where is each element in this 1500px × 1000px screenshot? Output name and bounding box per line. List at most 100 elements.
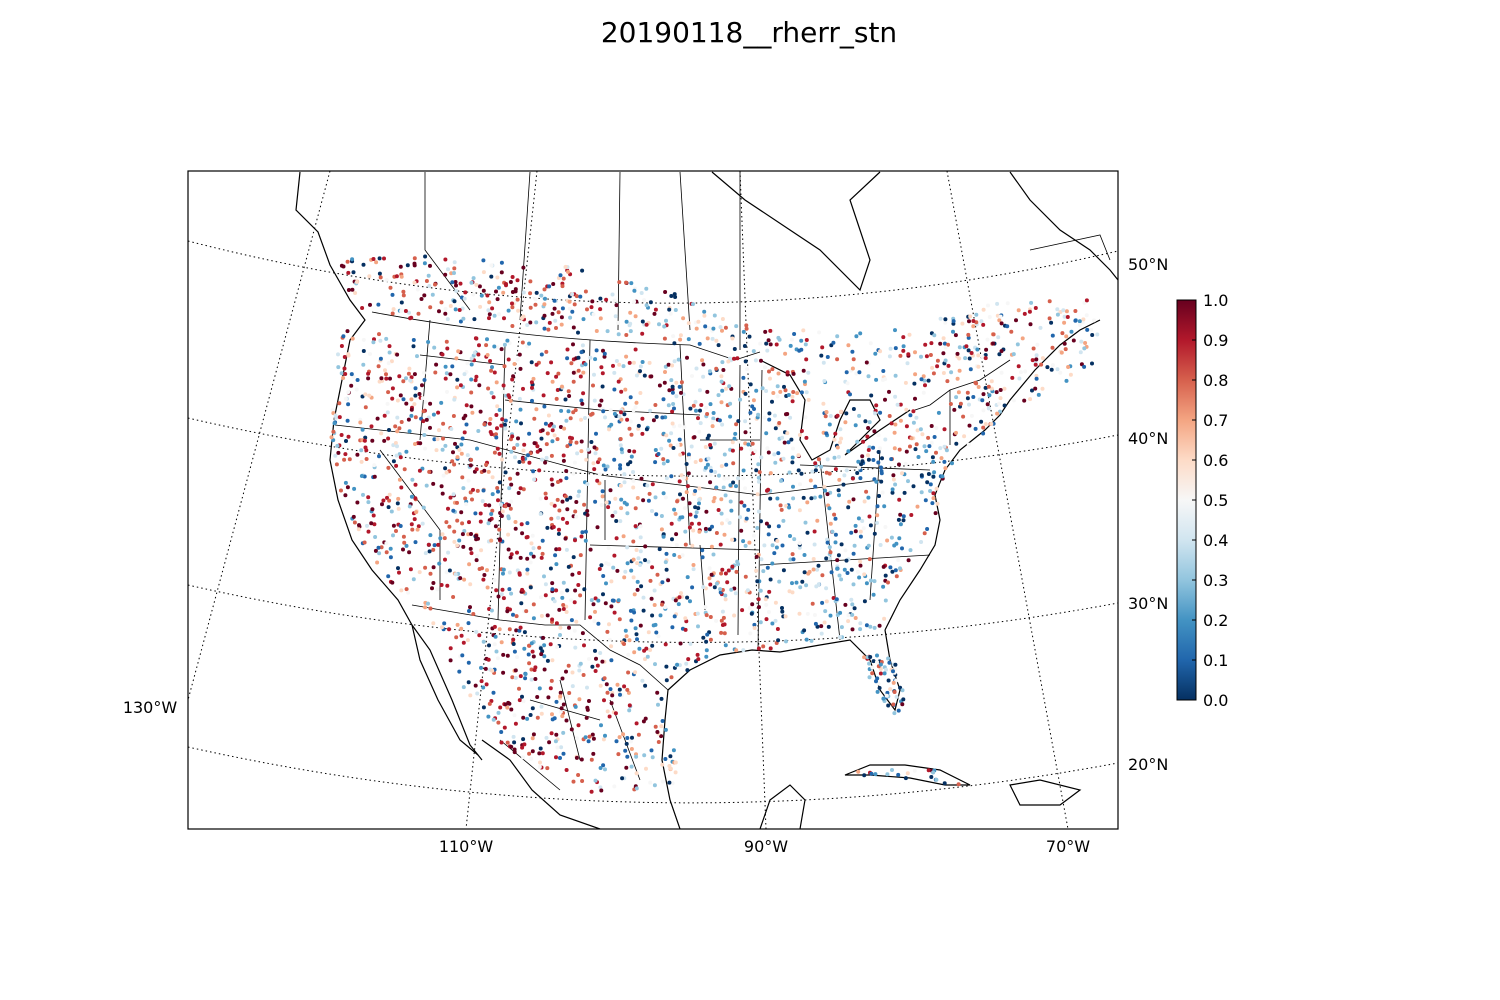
station-point bbox=[802, 628, 807, 633]
station-point bbox=[471, 292, 476, 297]
station-point bbox=[511, 374, 516, 379]
station-point bbox=[404, 401, 409, 406]
station-point bbox=[805, 530, 810, 535]
station-point bbox=[421, 419, 426, 424]
station-point bbox=[598, 683, 603, 688]
station-point bbox=[506, 308, 511, 313]
station-point bbox=[765, 446, 770, 451]
station-point bbox=[667, 388, 672, 393]
station-point bbox=[395, 415, 400, 420]
station-point bbox=[860, 454, 865, 459]
station-point bbox=[521, 290, 526, 295]
station-point bbox=[1079, 362, 1084, 367]
station-point bbox=[803, 342, 808, 347]
station-point bbox=[790, 394, 795, 399]
station-point bbox=[534, 320, 539, 325]
station-point bbox=[487, 701, 492, 706]
station-point bbox=[868, 341, 873, 346]
station-point bbox=[530, 533, 535, 538]
station-point bbox=[717, 473, 721, 478]
station-point bbox=[716, 508, 721, 512]
station-point bbox=[569, 598, 573, 603]
station-point bbox=[1085, 327, 1090, 332]
station-point bbox=[867, 514, 872, 519]
station-point bbox=[565, 507, 570, 512]
station-point bbox=[780, 435, 785, 440]
station-point bbox=[631, 408, 636, 413]
station-point bbox=[761, 569, 766, 574]
station-point bbox=[638, 391, 643, 395]
station-point bbox=[398, 524, 403, 528]
station-point bbox=[612, 457, 617, 462]
station-point bbox=[698, 458, 703, 463]
station-point bbox=[515, 550, 519, 555]
station-point bbox=[653, 495, 658, 500]
station-point bbox=[517, 460, 522, 464]
station-point bbox=[534, 407, 539, 412]
station-point bbox=[672, 406, 676, 411]
station-point bbox=[883, 437, 888, 442]
station-point bbox=[850, 366, 855, 371]
station-point bbox=[722, 452, 727, 457]
station-point bbox=[466, 478, 471, 483]
station-point bbox=[810, 601, 815, 606]
station-point bbox=[339, 488, 343, 493]
station-point bbox=[489, 368, 494, 373]
station-point bbox=[858, 476, 863, 481]
station-point bbox=[804, 583, 809, 588]
station-point bbox=[700, 548, 705, 553]
station-point bbox=[452, 266, 457, 271]
station-point bbox=[423, 254, 428, 259]
station-point bbox=[804, 435, 809, 440]
station-point bbox=[921, 374, 926, 379]
station-point bbox=[657, 547, 662, 552]
station-point bbox=[617, 617, 622, 622]
station-point bbox=[694, 408, 698, 413]
station-point bbox=[339, 433, 344, 437]
station-point bbox=[522, 442, 527, 447]
station-point bbox=[875, 504, 880, 509]
station-point bbox=[622, 480, 627, 485]
station-point bbox=[720, 521, 724, 526]
station-point bbox=[459, 626, 464, 631]
station-point bbox=[866, 448, 871, 452]
station-point bbox=[745, 367, 750, 372]
station-point bbox=[720, 422, 725, 427]
station-point bbox=[346, 390, 351, 395]
station-point bbox=[491, 690, 496, 695]
station-point bbox=[649, 748, 654, 753]
station-point bbox=[550, 311, 555, 316]
station-point bbox=[589, 440, 594, 444]
station-point bbox=[390, 396, 395, 401]
station-point bbox=[809, 638, 814, 643]
station-point bbox=[670, 363, 675, 368]
station-point bbox=[433, 282, 437, 287]
station-point bbox=[796, 453, 801, 458]
station-point bbox=[796, 468, 801, 473]
station-point bbox=[922, 531, 927, 536]
station-point bbox=[730, 537, 735, 542]
station-point bbox=[528, 320, 533, 325]
station-point bbox=[520, 587, 525, 592]
station-point bbox=[892, 690, 897, 694]
station-point bbox=[1073, 318, 1078, 323]
hudson-bay-coast bbox=[711, 171, 881, 292]
station-point bbox=[896, 772, 901, 777]
station-point bbox=[644, 427, 649, 432]
station-point bbox=[474, 467, 479, 472]
station-point bbox=[711, 499, 716, 504]
station-point bbox=[1064, 378, 1069, 383]
station-point bbox=[983, 356, 988, 361]
station-point bbox=[451, 414, 456, 418]
station-point bbox=[735, 356, 740, 361]
station-point bbox=[799, 347, 804, 352]
station-point bbox=[551, 525, 556, 529]
station-point bbox=[924, 354, 929, 359]
station-point bbox=[743, 441, 748, 446]
station-point bbox=[638, 535, 643, 540]
station-point bbox=[509, 482, 514, 487]
station-point bbox=[886, 656, 891, 661]
station-point bbox=[834, 597, 839, 602]
station-point bbox=[401, 547, 405, 552]
station-point bbox=[431, 547, 436, 552]
